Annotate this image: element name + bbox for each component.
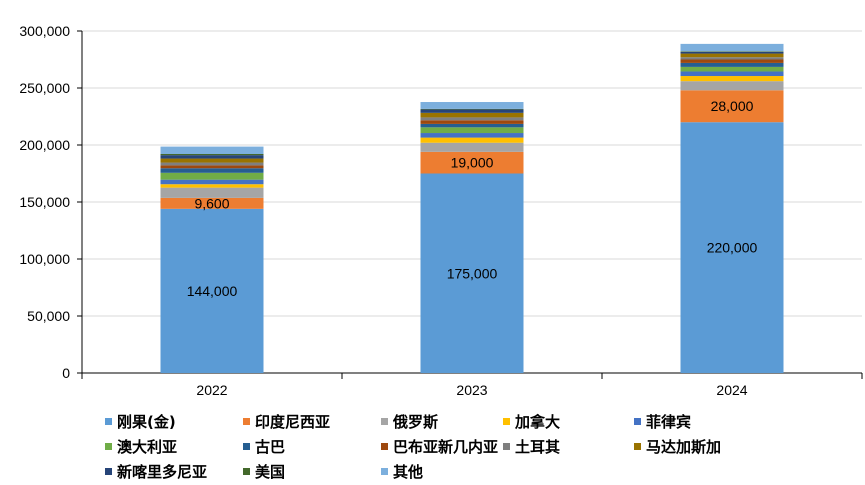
legend-label: 巴布亚新几内亚 <box>393 438 499 456</box>
legend-item: 加拿大 <box>503 411 634 432</box>
data-label: 220,000 <box>707 240 758 256</box>
legend-item: 刚果(金) <box>105 411 243 432</box>
bar-segment <box>160 162 264 166</box>
legend-swatch <box>105 468 112 475</box>
legend-item: 新喀里多尼亚 <box>105 461 243 482</box>
bar-segment <box>160 155 264 159</box>
legend-label: 新喀里多尼亚 <box>117 463 208 481</box>
data-label: 28,000 <box>711 98 754 114</box>
legend-swatch <box>243 418 250 425</box>
legend-swatch <box>634 418 641 425</box>
legend-label: 刚果(金) <box>117 413 176 431</box>
bar-segment <box>160 168 264 173</box>
legend-item: 古巴 <box>243 436 381 457</box>
bar-segment <box>680 62 784 67</box>
legend-item: 巴布亚新几内亚 <box>381 436 503 457</box>
y-tick-label: 0 <box>62 365 70 381</box>
bar-segment <box>680 57 784 60</box>
bar-segment <box>420 142 524 152</box>
legend-swatch <box>634 443 641 450</box>
y-tick-label: 50,000 <box>27 308 70 324</box>
bar-segment <box>160 184 264 188</box>
legend-item: 澳大利亚 <box>105 436 243 457</box>
legend-swatch <box>105 418 112 425</box>
bar-segment <box>420 133 524 138</box>
bar-segment <box>160 208 264 373</box>
x-tick-label: 2023 <box>456 382 487 398</box>
legend-label: 加拿大 <box>515 413 561 431</box>
legend-label: 古巴 <box>255 438 286 456</box>
bar-segment <box>680 122 784 373</box>
y-tick-label: 100,000 <box>19 251 70 267</box>
x-tick-label: 2024 <box>716 382 747 398</box>
bar-segment <box>680 51 784 52</box>
bar-segment <box>420 120 524 124</box>
bar-segment <box>680 51 784 54</box>
bar-segment <box>160 158 264 163</box>
bar-segment <box>160 179 264 185</box>
bar-segment <box>160 172 264 180</box>
x-tick-label: 2022 <box>196 382 227 398</box>
bar-segment <box>680 76 784 82</box>
legend-label: 美国 <box>255 463 286 481</box>
bar-segment <box>420 102 524 109</box>
bar-segment <box>420 151 524 174</box>
legend-swatch <box>381 468 388 475</box>
data-label: 175,000 <box>447 265 498 281</box>
legend-swatch <box>381 443 388 450</box>
bar-segment <box>680 66 784 72</box>
legend-swatch <box>105 443 112 450</box>
bar-segment <box>680 53 784 58</box>
legend-label: 土耳其 <box>515 438 561 456</box>
bar-segment <box>160 197 264 209</box>
legend-swatch <box>243 443 250 450</box>
bar-segment <box>680 90 784 123</box>
bar-segment <box>160 187 264 198</box>
bar-segment <box>160 165 264 169</box>
bar-segment <box>680 43 784 52</box>
legend-item: 马达加斯加 <box>634 436 764 457</box>
legend-label: 马达加斯加 <box>646 438 722 456</box>
legend-item: 土耳其 <box>503 436 634 457</box>
bar-segment <box>160 146 264 155</box>
legend-label: 其他 <box>393 463 424 481</box>
legend-label: 菲律宾 <box>646 413 692 431</box>
bar-segment <box>420 109 524 113</box>
legend-swatch <box>243 468 250 475</box>
bar-segment <box>420 123 524 128</box>
legend-swatch <box>503 418 510 425</box>
legend-item: 印度尼西亚 <box>243 411 381 432</box>
legend-item: 菲律宾 <box>634 411 764 432</box>
data-label: 19,000 <box>451 155 494 171</box>
legend-item: 其他 <box>381 461 503 482</box>
y-tick-label: 300,000 <box>19 23 70 39</box>
bar-segment <box>420 173 524 373</box>
bar-segment <box>160 154 264 156</box>
bar-segment <box>680 81 784 91</box>
legend-swatch <box>381 418 388 425</box>
bar-segment <box>420 127 524 134</box>
bar-segment <box>680 59 784 63</box>
y-tick-label: 150,000 <box>19 194 70 210</box>
bar-segment <box>680 71 784 77</box>
bar-segment <box>420 137 524 143</box>
legend-item: 俄罗斯 <box>381 411 503 432</box>
y-tick-label: 250,000 <box>19 80 70 96</box>
bar-segment <box>420 117 524 121</box>
legend-label: 澳大利亚 <box>117 438 178 456</box>
data-label: 9,600 <box>194 195 229 211</box>
bar-segment <box>420 112 524 118</box>
legend-label: 印度尼西亚 <box>255 413 331 431</box>
bar-segment <box>420 108 524 110</box>
legend-item: 美国 <box>243 461 381 482</box>
data-label: 144,000 <box>187 283 238 299</box>
legend-swatch <box>503 443 510 450</box>
legend-label: 俄罗斯 <box>393 413 439 431</box>
legend: 刚果(金) 印度尼西亚 俄罗斯 加拿大 菲律宾澳大利亚 古巴 巴布亚新几内亚 土耳其 马达加斯加… <box>105 411 865 482</box>
y-tick-label: 200,000 <box>19 137 70 153</box>
stacked-bar-chart: 0 50,000 100,000 150,000 200,000 250,000 300,0… <box>19 23 863 398</box>
